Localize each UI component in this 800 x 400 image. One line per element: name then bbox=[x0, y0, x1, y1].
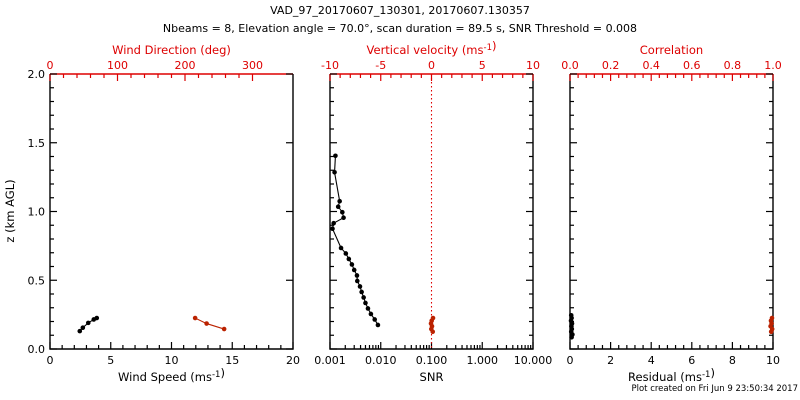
panel-1-xticklabel: 0 bbox=[47, 354, 54, 367]
panel-3-top-xticklabel: 0.8 bbox=[724, 59, 742, 72]
panel-3-xticklabel: 0 bbox=[567, 354, 574, 367]
panel-2-data-point bbox=[333, 153, 338, 159]
panel-1-x-axis-label: Wind Speed (ms-1) bbox=[118, 366, 225, 384]
panel-2-top-xticklabel: 10 bbox=[526, 59, 540, 72]
panel-2-series-line-1 bbox=[331, 155, 379, 326]
y-axis-label: z (km AGL) bbox=[3, 179, 17, 242]
panel-1-data-point bbox=[221, 326, 227, 332]
panel-1-top-xticklabel: 300 bbox=[242, 59, 263, 72]
panel-1-data-point bbox=[80, 325, 86, 330]
panel-2-data-point bbox=[354, 273, 360, 278]
panel-2-data-point bbox=[430, 329, 436, 335]
panel-3-xticklabel: 10 bbox=[766, 354, 780, 367]
panel-2-data-point bbox=[341, 215, 346, 220]
panel-2-data-point bbox=[351, 267, 357, 273]
panel-2-data-point bbox=[354, 278, 360, 284]
panel-2-xticklabel: 10.000 bbox=[514, 354, 553, 367]
panel-3-x-axis-label: Residual (ms-1) bbox=[628, 366, 715, 384]
panel-3-top-xticklabel: 1.0 bbox=[764, 59, 782, 72]
panel-2-xticklabel: 0.100 bbox=[416, 354, 448, 367]
panel-2-data-point bbox=[335, 204, 341, 209]
panel-2-data-point bbox=[375, 322, 381, 328]
panel-2-data-point bbox=[330, 226, 335, 231]
panel-1-yticklabel: 2.0 bbox=[28, 68, 46, 81]
panel-1-top-xticklabel: 200 bbox=[175, 59, 196, 72]
panel-1-xticklabel: 20 bbox=[286, 354, 300, 367]
panel-2-data-point bbox=[349, 262, 355, 267]
panel-2-top-xticklabel: -10 bbox=[321, 59, 339, 72]
panel-1-data-point bbox=[94, 315, 100, 321]
panel-2-data-point bbox=[340, 209, 345, 215]
panel-3-xticklabel: 2 bbox=[607, 354, 614, 367]
panel-2-data-point bbox=[357, 284, 363, 289]
panel-2-x-axis-label: SNR bbox=[420, 370, 444, 384]
panel-2-data-point bbox=[359, 289, 364, 295]
panel-3-xticklabel: 8 bbox=[729, 354, 736, 367]
panel-2-xticklabel: 0.010 bbox=[365, 354, 397, 367]
panel-2-data-point bbox=[331, 220, 336, 226]
panel-3-top-xticklabel: 0.2 bbox=[602, 59, 620, 72]
panel-1-data-point bbox=[204, 321, 209, 326]
panel-2-data-point bbox=[343, 251, 349, 256]
panel-1-yticklabel: 0.5 bbox=[28, 274, 46, 287]
panel-3-xticklabel: 4 bbox=[648, 354, 655, 367]
panel-2-data-point bbox=[346, 256, 352, 262]
panel-2-top-axis-label: Vertical velocity (ms-1) bbox=[367, 39, 497, 57]
panel-3-xticklabel: 6 bbox=[688, 354, 695, 367]
panel-1-data-point bbox=[77, 328, 83, 334]
panel-2-top-xticklabel: -5 bbox=[375, 59, 386, 72]
panel-3-top-xticklabel: 0.4 bbox=[642, 59, 660, 72]
panel-2-data-point bbox=[332, 170, 337, 175]
panel-1-xticklabel: 5 bbox=[107, 354, 114, 367]
panel-2-data-point bbox=[361, 295, 366, 300]
panel-3-top-axis-label: Correlation bbox=[640, 43, 703, 57]
panel-2-top-xticklabel: 5 bbox=[479, 59, 486, 72]
figure-title: VAD_97_20170607_130301, 20170607.130357 bbox=[270, 4, 530, 17]
panel-3-top-xticklabel: 0.0 bbox=[561, 59, 579, 72]
figure-footer: Plot created on Fri Jun 9 23:50:34 2017 bbox=[631, 384, 798, 394]
figure-subtitle: Nbeams = 8, Elevation angle = 70.0°, sca… bbox=[163, 22, 637, 35]
panel-2-top-xticklabel: 0 bbox=[428, 59, 435, 72]
panel-1-top-xticklabel: 100 bbox=[107, 59, 128, 72]
panel-1-top-xticklabel: 0 bbox=[47, 59, 54, 72]
panel-1-xticklabel: 10 bbox=[165, 354, 179, 367]
panel-1-series-line-2 bbox=[194, 317, 225, 330]
panel-1-data-point bbox=[192, 315, 198, 321]
panel-3-top-xticklabel: 0.6 bbox=[683, 59, 701, 72]
panel-2-data-point bbox=[368, 311, 374, 317]
panel-3-frame bbox=[569, 74, 774, 350]
panel-1-data-point bbox=[85, 320, 91, 326]
panel-1-yticklabel: 0.0 bbox=[28, 343, 46, 356]
panel-2-xticklabel: 1.000 bbox=[467, 354, 499, 367]
panel-1-top-axis-label: Wind Direction (deg) bbox=[112, 43, 231, 57]
panel-3-data-point bbox=[768, 329, 774, 335]
panel-2-data-point bbox=[372, 317, 378, 322]
panel-2-data-point bbox=[363, 300, 368, 306]
panel-2-data-point bbox=[337, 198, 342, 204]
panel-1-yticklabel: 1.0 bbox=[28, 206, 46, 219]
panel-3-data-point bbox=[569, 335, 574, 340]
panel-2-data-point bbox=[365, 306, 371, 311]
panel-2-xticklabel: 0.001 bbox=[314, 354, 346, 367]
panel-1-frame bbox=[49, 74, 294, 350]
panel-2-data-point bbox=[338, 245, 344, 251]
panel-1-xticklabel: 15 bbox=[225, 354, 239, 367]
panel-1-yticklabel: 1.5 bbox=[28, 137, 46, 150]
